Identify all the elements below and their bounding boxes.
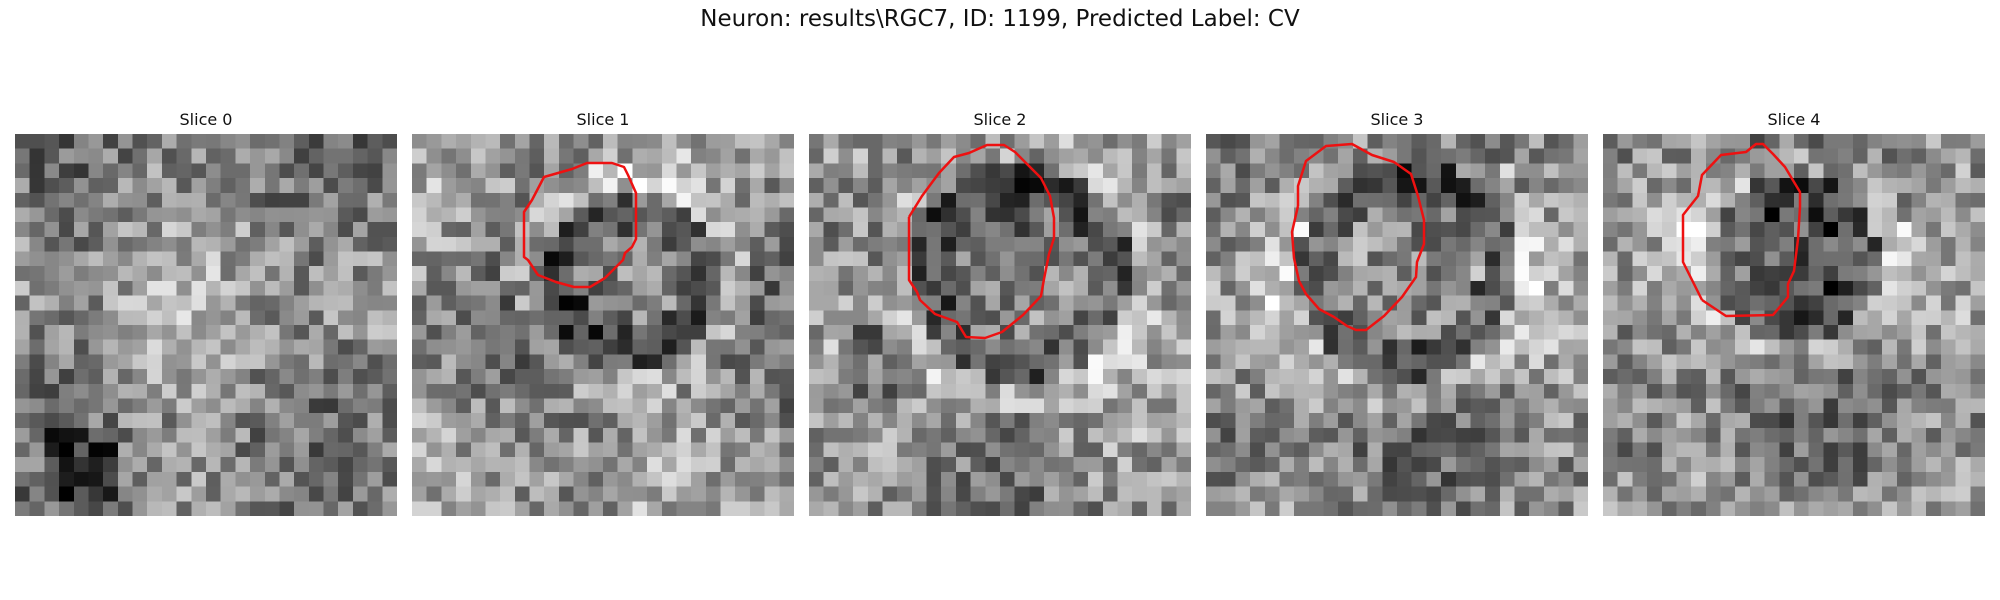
neuron-contour [907,143,1056,340]
contour-overlay [907,143,1056,340]
slice-image [1206,134,1588,516]
neuron-contour [522,161,638,289]
contour-overlay [1681,142,1802,318]
slice-title: Slice 3 [1370,110,1424,129]
contour-overlay [1290,142,1426,332]
slice-title: Slice 0 [179,110,233,129]
slice-image [809,134,1191,516]
neuron-contour [1681,142,1802,318]
page-title: Neuron: results\RGC7, ID: 1199, Predicte… [700,6,1300,32]
slice-title: Slice 1 [576,110,630,129]
slice-title: Slice 4 [1767,110,1821,129]
slice-image [15,134,397,516]
contour-overlay [522,161,638,289]
neuron-contour [1290,142,1426,332]
slice-image [1603,134,1985,516]
slice-title: Slice 2 [973,110,1027,129]
slice-image [412,134,794,516]
